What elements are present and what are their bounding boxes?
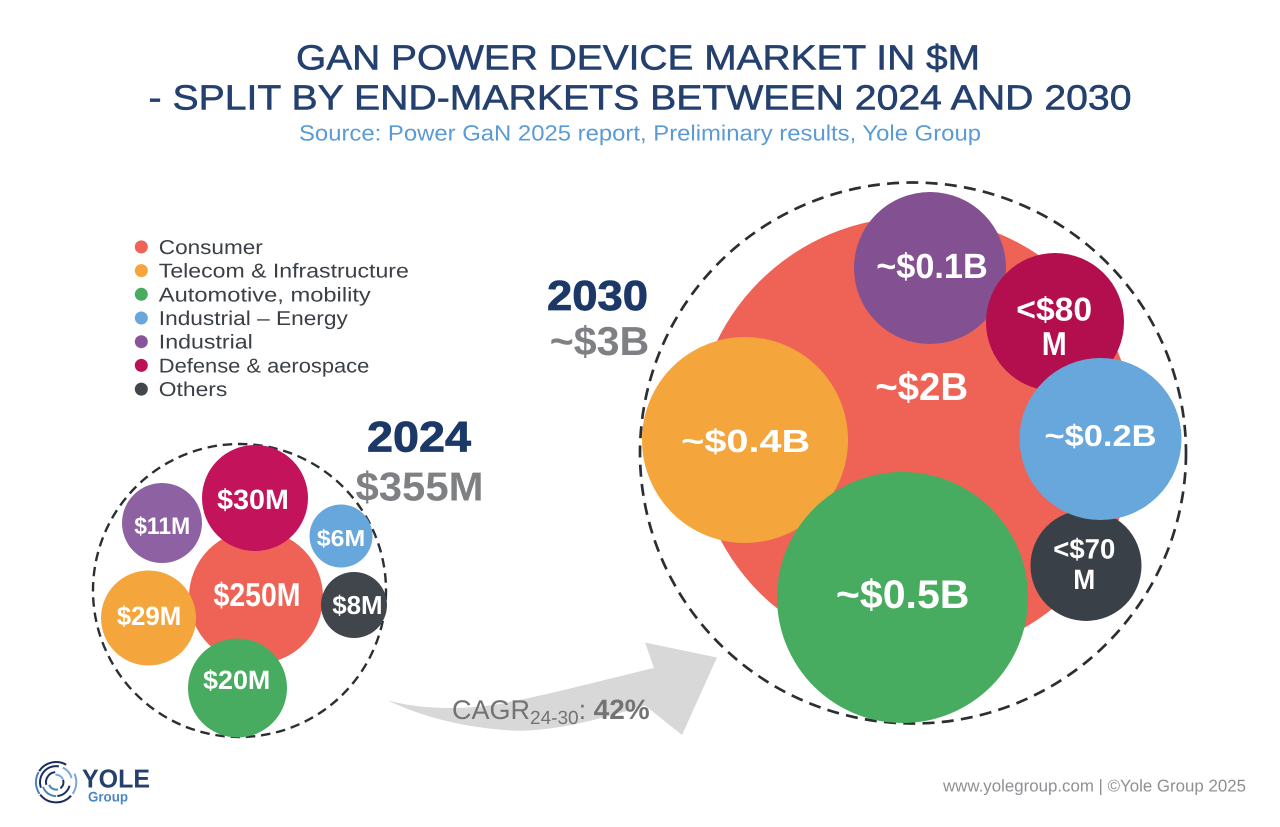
svg-text:~$0.1B: ~$0.1B [876,247,987,286]
svg-text:Group: Group [88,789,128,805]
svg-text:M: M [1042,325,1067,362]
svg-text:~$0.5B: ~$0.5B [836,573,970,617]
svg-text:Industrial: Industrial [159,332,253,354]
svg-text:$6M: $6M [317,525,365,551]
svg-text:Consumer: Consumer [159,237,263,259]
svg-text:~$0.2B: ~$0.2B [1045,420,1157,453]
svg-text:Automotive, mobility: Automotive, mobility [159,284,371,306]
svg-text:$20M: $20M [203,665,270,695]
svg-text:$250M: $250M [214,576,301,613]
svg-text:YOLE: YOLE [82,764,150,794]
svg-text:$30M: $30M [217,484,289,515]
svg-text:$355M: $355M [356,464,484,510]
svg-text:2030: 2030 [547,272,648,319]
svg-text:Telecom & Infrastructure: Telecom & Infrastructure [159,261,409,283]
svg-text:<$70: <$70 [1053,533,1115,564]
svg-text:$29M: $29M [117,601,182,631]
svg-text:~$0.4B: ~$0.4B [681,423,810,459]
svg-text:<$80: <$80 [1016,291,1092,328]
svg-text:M: M [1073,564,1095,595]
svg-text:Source: Power GaN 2025 report,: Source: Power GaN 2025 report, Prelimina… [299,121,981,146]
svg-text:- SPLIT BY END-MARKETS BETWEEN: - SPLIT BY END-MARKETS BETWEEN 2024 AND … [149,78,1132,117]
svg-text:www.yolegroup.com | ©Yole Grou: www.yolegroup.com | ©Yole Group 2025 [942,777,1246,796]
svg-text:~$3B: ~$3B [550,318,650,364]
svg-text:2024: 2024 [367,413,471,461]
svg-text:GAN POWER DEVICE MARKET IN $M: GAN POWER DEVICE MARKET IN $M [296,39,980,78]
svg-text:Others: Others [159,379,228,401]
svg-text:$11M: $11M [134,513,190,540]
svg-text:~$2B: ~$2B [875,366,968,409]
svg-text:$8M: $8M [332,590,382,620]
svg-text:Defense & aerospace: Defense & aerospace [159,355,369,377]
svg-text:Industrial – Energy: Industrial – Energy [159,308,348,330]
